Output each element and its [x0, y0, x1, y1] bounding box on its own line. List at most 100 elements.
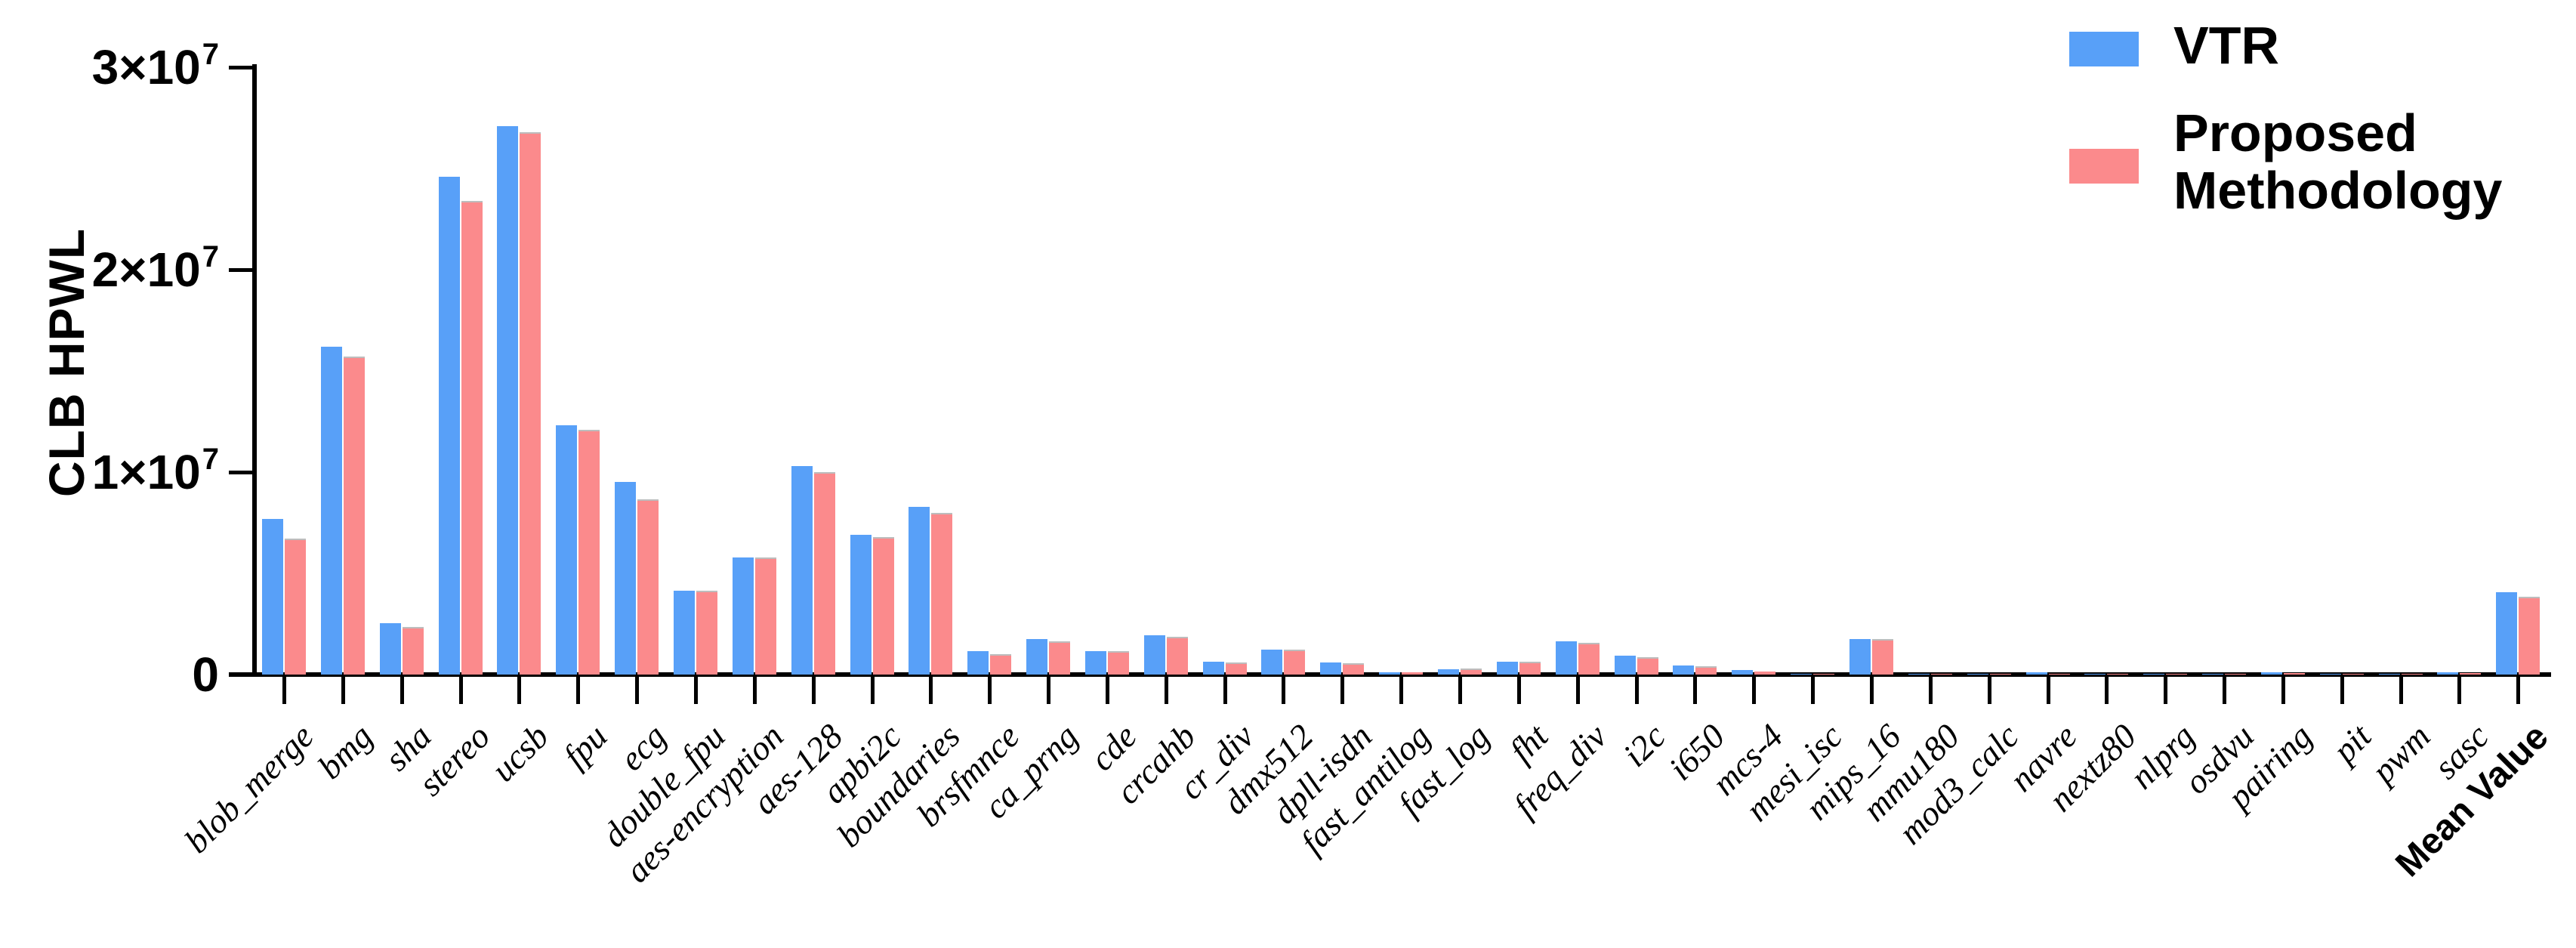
- legend-label-vtr: VTR: [2173, 16, 2279, 75]
- bar-proposed-methodology-apbi2c: [872, 536, 894, 675]
- bar-proposed-methodology-mod3-calc: [1989, 674, 2011, 675]
- y-tick-3-107: [229, 66, 255, 69]
- y-tick-exponent: 7: [202, 240, 219, 273]
- x-tick-osdvu: [2223, 677, 2227, 704]
- x-tick-label-i2c: i2c: [1615, 716, 1674, 774]
- bar-proposed-methodology-aes-encryption: [754, 557, 776, 675]
- x-tick-brsfmnce: [988, 677, 992, 704]
- bar-vtr-ca-prng: [1026, 639, 1048, 675]
- bar-vtr-sasc: [2437, 672, 2459, 675]
- x-tick-nlprg: [2164, 677, 2168, 704]
- bar-proposed-methodology-dmx512: [1284, 649, 1306, 675]
- x-tick-i2c: [1634, 677, 1639, 704]
- bar-vtr-dpll-isdn: [1320, 662, 1342, 675]
- bar-proposed-methodology-mean-value: [2519, 596, 2541, 675]
- bar-proposed-methodology-sasc: [2460, 672, 2482, 675]
- bar-vtr-i2c: [1614, 655, 1636, 675]
- bar-proposed-methodology-sha: [402, 627, 424, 675]
- x-tick-fast-log: [1458, 677, 1462, 704]
- x-tick-nextz80: [2105, 677, 2109, 704]
- bar-vtr-fpu: [556, 425, 578, 675]
- x-tick-label-blob-merge: blob_merge: [177, 716, 321, 860]
- bar-vtr-dmx512: [1261, 649, 1283, 675]
- bar-vtr-cr-div: [1202, 661, 1224, 675]
- x-tick-mmu180: [1928, 677, 1933, 704]
- bar-vtr-pwm: [2378, 674, 2400, 675]
- bar-proposed-methodology-fpu: [578, 429, 600, 675]
- bar-proposed-methodology-mips-16: [1871, 639, 1893, 675]
- x-tick-mesi-isc: [1811, 677, 1816, 704]
- bar-proposed-methodology-mcs-4: [1754, 672, 1776, 675]
- x-tick-sha: [400, 677, 404, 704]
- bar-vtr-bmg: [320, 346, 342, 675]
- bar-vtr-mesi-isc: [1791, 674, 1812, 675]
- x-tick-dpll-isdn: [1340, 677, 1345, 704]
- x-tick-boundaries: [929, 677, 933, 704]
- bar-vtr-aes-128: [791, 465, 813, 675]
- x-tick-ecg: [635, 677, 640, 704]
- bar-proposed-methodology-ca-prng: [1049, 641, 1071, 675]
- bar-proposed-methodology-double-fpu: [696, 590, 717, 675]
- bar-vtr-fast-antilog: [1379, 672, 1401, 675]
- x-tick-pwm: [2399, 677, 2403, 704]
- x-tick-navre: [2046, 677, 2050, 704]
- x-tick-crcahb: [1164, 677, 1168, 704]
- x-tick-label-pwm: pwm: [2363, 716, 2438, 791]
- bar-proposed-methodology-nlprg: [2166, 674, 2188, 675]
- bar-vtr-mcs-4: [1732, 669, 1754, 675]
- bar-vtr-blob-merge: [262, 518, 283, 675]
- bar-vtr-mips-16: [1849, 639, 1871, 675]
- x-tick-label-ucsb: ucsb: [483, 716, 557, 789]
- x-tick-mean-value: [2516, 677, 2521, 704]
- x-tick-mips-16: [1869, 677, 1874, 704]
- y-tick-2-107: [229, 268, 255, 272]
- bar-proposed-methodology-bmg: [343, 357, 365, 675]
- x-tick-fht: [1516, 677, 1521, 704]
- y-tick-label-2-107: 2×107: [91, 240, 219, 297]
- bar-proposed-methodology-stereo: [461, 200, 483, 675]
- bar-proposed-methodology-fast-antilog: [1402, 672, 1424, 675]
- legend-label-proposed-line1: Proposed: [2173, 103, 2417, 162]
- x-tick-bmg: [341, 677, 345, 704]
- x-axis-line: [229, 672, 2551, 677]
- bar-vtr-stereo: [438, 176, 460, 675]
- bar-vtr-pairing: [2260, 672, 2282, 675]
- x-tick-ca-prng: [1047, 677, 1051, 704]
- bar-proposed-methodology-osdvu: [2225, 674, 2247, 675]
- y-tick-exponent: 7: [202, 443, 219, 476]
- bar-vtr-freq-div: [1555, 641, 1577, 675]
- bar-vtr-aes-encryption: [732, 557, 754, 675]
- x-tick-ucsb: [517, 677, 522, 704]
- bar-vtr-osdvu: [2202, 674, 2224, 675]
- x-tick-freq-div: [1575, 677, 1580, 704]
- x-tick-stereo: [458, 677, 463, 704]
- bar-proposed-methodology-fht: [1519, 662, 1541, 675]
- x-tick-fpu: [576, 677, 581, 704]
- bar-vtr-fht: [1496, 661, 1518, 675]
- bar-proposed-methodology-i650: [1695, 665, 1717, 675]
- bar-vtr-double-fpu: [673, 590, 695, 675]
- x-tick-double-fpu: [693, 677, 698, 704]
- bar-vtr-i650: [1673, 665, 1695, 675]
- bar-proposed-methodology-nextz80: [2107, 674, 2129, 675]
- bar-vtr-fast-log: [1438, 669, 1459, 675]
- bar-proposed-methodology-fast-log: [1461, 669, 1482, 675]
- x-tick-cr-div: [1223, 677, 1227, 704]
- x-tick-cde: [1105, 677, 1109, 704]
- bar-proposed-methodology-navre: [2048, 674, 2070, 675]
- x-tick-pairing: [2281, 677, 2285, 704]
- bar-vtr-brsfmnce: [967, 651, 989, 675]
- bar-vtr-nextz80: [2084, 674, 2106, 675]
- x-tick-blob-merge: [282, 677, 286, 704]
- bar-proposed-methodology-brsfmnce: [990, 654, 1012, 675]
- y-tick-label-0: 0: [192, 647, 219, 702]
- x-tick-mcs-4: [1752, 677, 1757, 704]
- bar-vtr-boundaries: [909, 506, 930, 675]
- x-tick-fast-antilog: [1399, 677, 1404, 704]
- bar-proposed-methodology-aes-128: [813, 472, 835, 675]
- x-tick-mod3-calc: [1987, 677, 1991, 704]
- bar-vtr-apbi2c: [850, 535, 872, 675]
- bar-vtr-ecg: [615, 482, 637, 675]
- x-tick-sasc: [2457, 677, 2462, 704]
